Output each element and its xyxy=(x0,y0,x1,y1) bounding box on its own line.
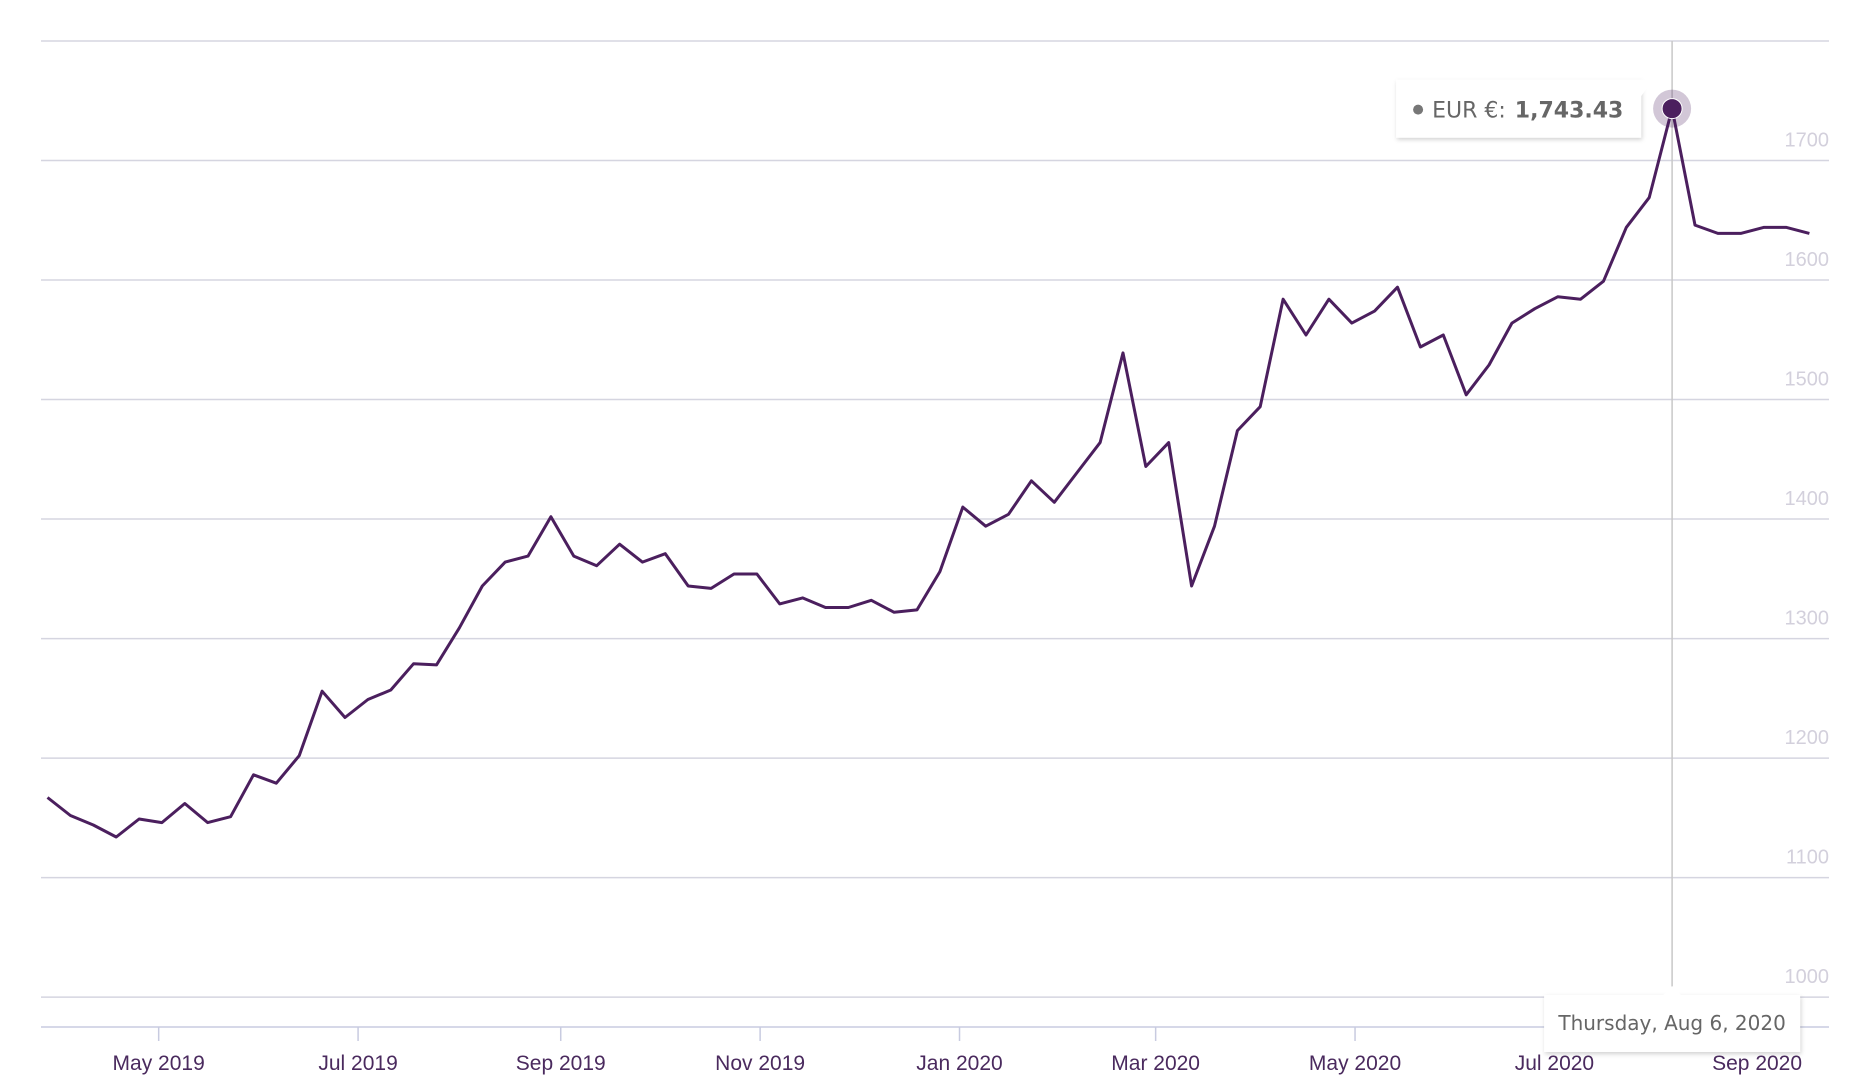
point xyxy=(1661,98,1683,120)
tooltip: EUR €: 1,743.43 Thursday, Aug 6, 2020 xyxy=(1396,79,1801,1052)
date-box xyxy=(1544,995,1801,1052)
x-tick-label: Jul 2019 xyxy=(318,1052,397,1075)
tooltip-box xyxy=(1396,79,1642,138)
y-tick-label: 1600 xyxy=(1785,249,1830,271)
x-tick-label: Jul 2020 xyxy=(1515,1052,1594,1075)
plot xyxy=(46,89,1810,839)
y-tick-label: 1000 xyxy=(1785,966,1830,988)
date-label: Thursday, Aug 6, 2020 xyxy=(1557,1011,1785,1035)
y-tick-label: 1500 xyxy=(1785,369,1830,391)
y-tick-label: 1100 xyxy=(1786,847,1829,869)
tooltip-value: 1,743.43 xyxy=(1515,99,1624,124)
date-pointer xyxy=(1662,986,1683,996)
y-tick-label: 1300 xyxy=(1785,608,1830,630)
y-tick-label: 1400 xyxy=(1785,488,1830,510)
x-tick-label: May 2020 xyxy=(1309,1052,1401,1075)
y-tick-label: 1700 xyxy=(1785,130,1830,152)
tooltip-pointer xyxy=(1640,79,1654,98)
tooltip-text: EUR €: 1,743.43 xyxy=(1432,99,1623,124)
x-tick-label: Jan 2020 xyxy=(916,1052,1002,1075)
line xyxy=(46,107,1810,839)
tooltip-label: EUR €: xyxy=(1432,99,1506,124)
x-tick-label: Sep 2019 xyxy=(516,1052,606,1075)
x-tick-label: Mar 2020 xyxy=(1111,1052,1200,1075)
grid: 1000 1100 1200 1300 1400 1500 1600 1700 May 2019… xyxy=(41,41,1829,1075)
tooltip-bullet xyxy=(1413,104,1424,115)
x-tick-label: Nov 2019 xyxy=(715,1052,805,1075)
x-tick-label: Sep 2020 xyxy=(1712,1052,1802,1075)
x-tick-label: May 2019 xyxy=(113,1052,205,1075)
y-tick-label: 1200 xyxy=(1785,727,1830,749)
